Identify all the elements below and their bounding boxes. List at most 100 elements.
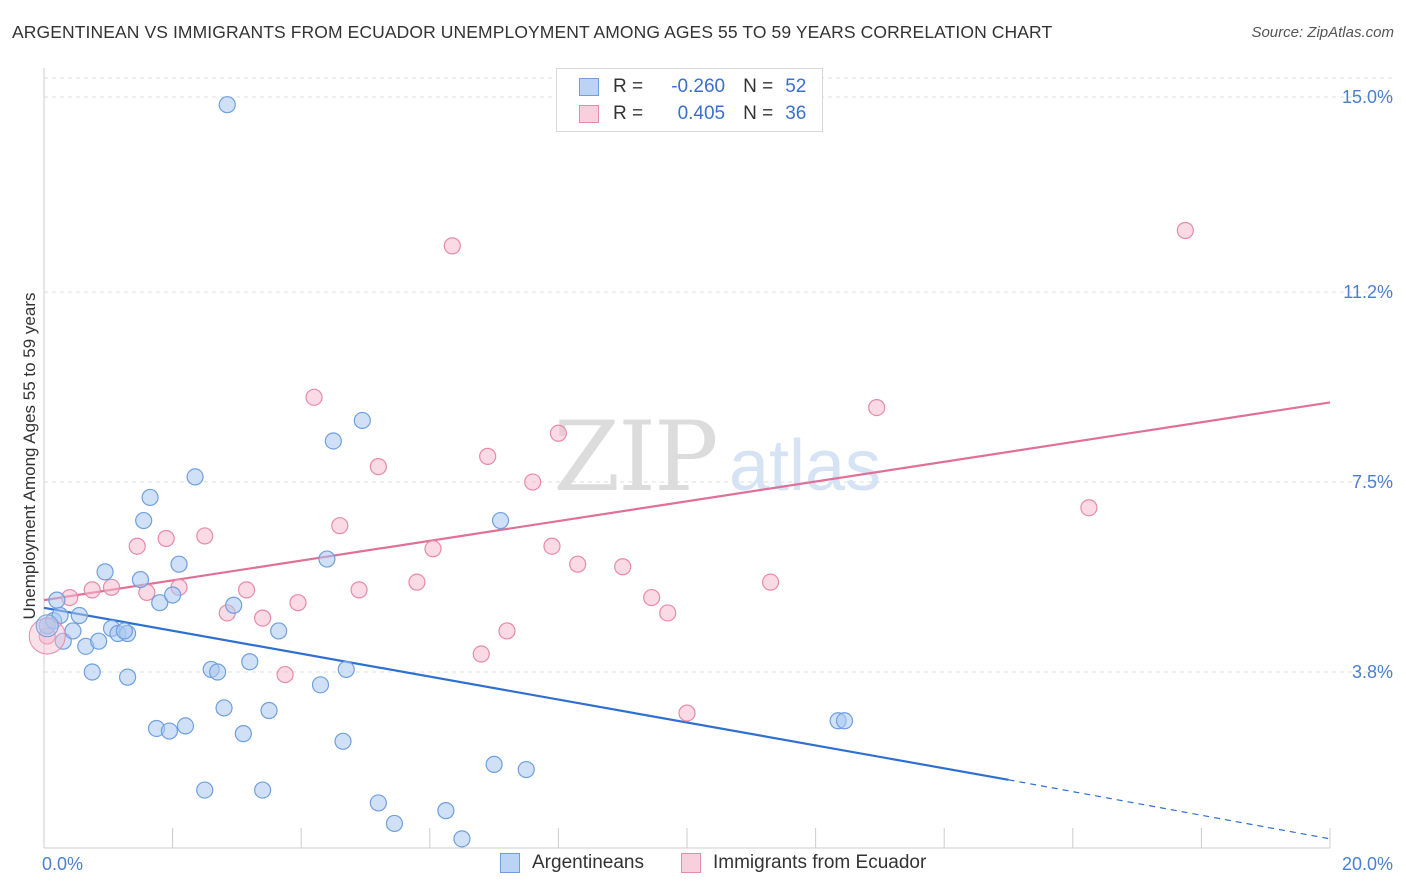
axes — [43, 68, 1331, 849]
argentineans-point — [196, 781, 214, 799]
argentineans-point — [385, 814, 404, 833]
y-tick-label: 15.0% — [1342, 87, 1393, 107]
ecuador-point — [498, 622, 516, 640]
argentineans-point — [485, 755, 503, 774]
argentineans-point — [353, 411, 371, 430]
y-tick-label: 11.2% — [1343, 282, 1393, 302]
series-legend: Argentineans Immigrants from Ecuador — [0, 852, 1406, 878]
argentineans-point — [83, 663, 101, 681]
argentineans-point — [241, 653, 259, 671]
argentineans-point — [96, 563, 114, 581]
r-label: R = — [613, 76, 644, 97]
argentineans-point — [115, 622, 133, 640]
ecuador-point — [196, 527, 214, 545]
ecuador-point — [868, 399, 886, 417]
ecuador-point — [128, 537, 146, 555]
ecuador-point — [479, 447, 497, 465]
argentineans-point — [337, 660, 355, 679]
ecuador-point — [614, 558, 632, 576]
y-tick-label: 3.8% — [1352, 662, 1393, 682]
argentineans-point — [318, 550, 336, 568]
argentineans-trend-line — [43, 606, 1009, 781]
legend-swatch-pink — [681, 853, 701, 873]
argentineans-point — [118, 668, 137, 686]
argentineans-point — [186, 468, 204, 486]
stats-legend-row-argentineans: R = -0.260 N = 52 — [579, 75, 806, 99]
legend-swatch-blue — [500, 853, 520, 873]
argentineans-point — [151, 594, 169, 612]
stats-legend: R = -0.260 N = 52 R = 0.405 N = 36 — [556, 68, 823, 132]
argentineans-trend-extension — [1008, 779, 1331, 840]
legend-swatch-blue — [579, 78, 599, 96]
source-label: Source: ZipAtlas.com — [1251, 24, 1394, 41]
ecuador-point — [369, 458, 387, 476]
legend-item-argentineans[interactable]: Argentineans — [500, 852, 644, 874]
argentineans-point — [270, 622, 288, 640]
n-label: N = — [743, 103, 774, 124]
ecuador-point — [237, 581, 256, 599]
ecuador-point — [254, 609, 272, 627]
y-axis-label: Unemployment Among Ages 55 to 59 years — [20, 293, 39, 620]
legend-item-ecuador[interactable]: Immigrants from Ecuador — [681, 852, 926, 874]
argentineans-point — [176, 717, 195, 735]
argentineans-point — [141, 488, 159, 507]
argentineans-point — [164, 586, 182, 604]
argentineans-point — [35, 614, 59, 638]
ecuador-point — [83, 581, 101, 599]
r-label: R = — [613, 103, 644, 124]
ecuador-point — [643, 588, 661, 607]
argentineans-point — [234, 725, 252, 743]
ecuador-point — [424, 540, 442, 558]
n-value: 36 — [785, 103, 807, 124]
ecuador-point — [350, 581, 368, 599]
argentineans-point — [209, 663, 227, 681]
y-tick-label: 7.5% — [1352, 472, 1393, 492]
argentineans-point — [218, 96, 236, 114]
argentineans-point — [135, 511, 153, 530]
argentineans-point — [64, 622, 82, 640]
legend-label: Argentineans — [532, 852, 644, 873]
ecuador-point — [1080, 499, 1098, 517]
argentineans-point — [170, 555, 188, 573]
x-tick-label: 20.0% — [1342, 854, 1393, 874]
watermark-atlas: atlas — [729, 426, 881, 506]
argentineans-point — [90, 632, 108, 650]
argentineans-point — [254, 781, 272, 799]
x-tick-label: 0.0% — [42, 854, 83, 874]
ecuador-point — [331, 517, 349, 535]
ecuador-point — [472, 645, 490, 663]
watermark: ZIP atlas — [553, 401, 881, 513]
ecuador-point — [157, 529, 175, 548]
chart-title: ARGENTINEAN VS IMMIGRANTS FROM ECUADOR U… — [12, 22, 1053, 42]
argentineans-point — [215, 699, 233, 717]
ecuador-point — [102, 578, 121, 596]
ecuador-point — [678, 704, 696, 722]
argentineans-point — [48, 591, 66, 609]
argentineans-point — [311, 676, 330, 694]
ecuador-point — [408, 573, 426, 591]
ecuador-trend-line — [43, 401, 1331, 602]
argentineans-point — [334, 732, 352, 750]
legend-label: Immigrants from Ecuador — [713, 852, 927, 873]
ecuador-point — [305, 388, 323, 406]
argentineans-point — [260, 701, 278, 720]
argentineans-point — [324, 432, 342, 450]
stats-legend-row-ecuador: R = 0.405 N = 36 — [579, 102, 806, 126]
argentineans-point — [160, 722, 178, 740]
argentineans-point — [453, 830, 471, 848]
ecuador-point — [569, 555, 587, 573]
argentineans-point — [369, 794, 387, 812]
argentineans-point — [437, 802, 455, 820]
ecuador-point — [289, 594, 307, 612]
argentineans-point — [517, 760, 535, 779]
n-value: 52 — [785, 76, 807, 97]
r-value: -0.260 — [671, 76, 726, 97]
argentineans-point — [491, 511, 510, 530]
ecuador-point — [761, 573, 780, 591]
ecuador-point — [524, 473, 542, 491]
data-points — [28, 96, 1194, 848]
n-label: N = — [743, 76, 774, 97]
argentineans-point — [131, 570, 150, 589]
argentineans-point — [225, 596, 243, 614]
ecuador-point — [443, 237, 461, 255]
